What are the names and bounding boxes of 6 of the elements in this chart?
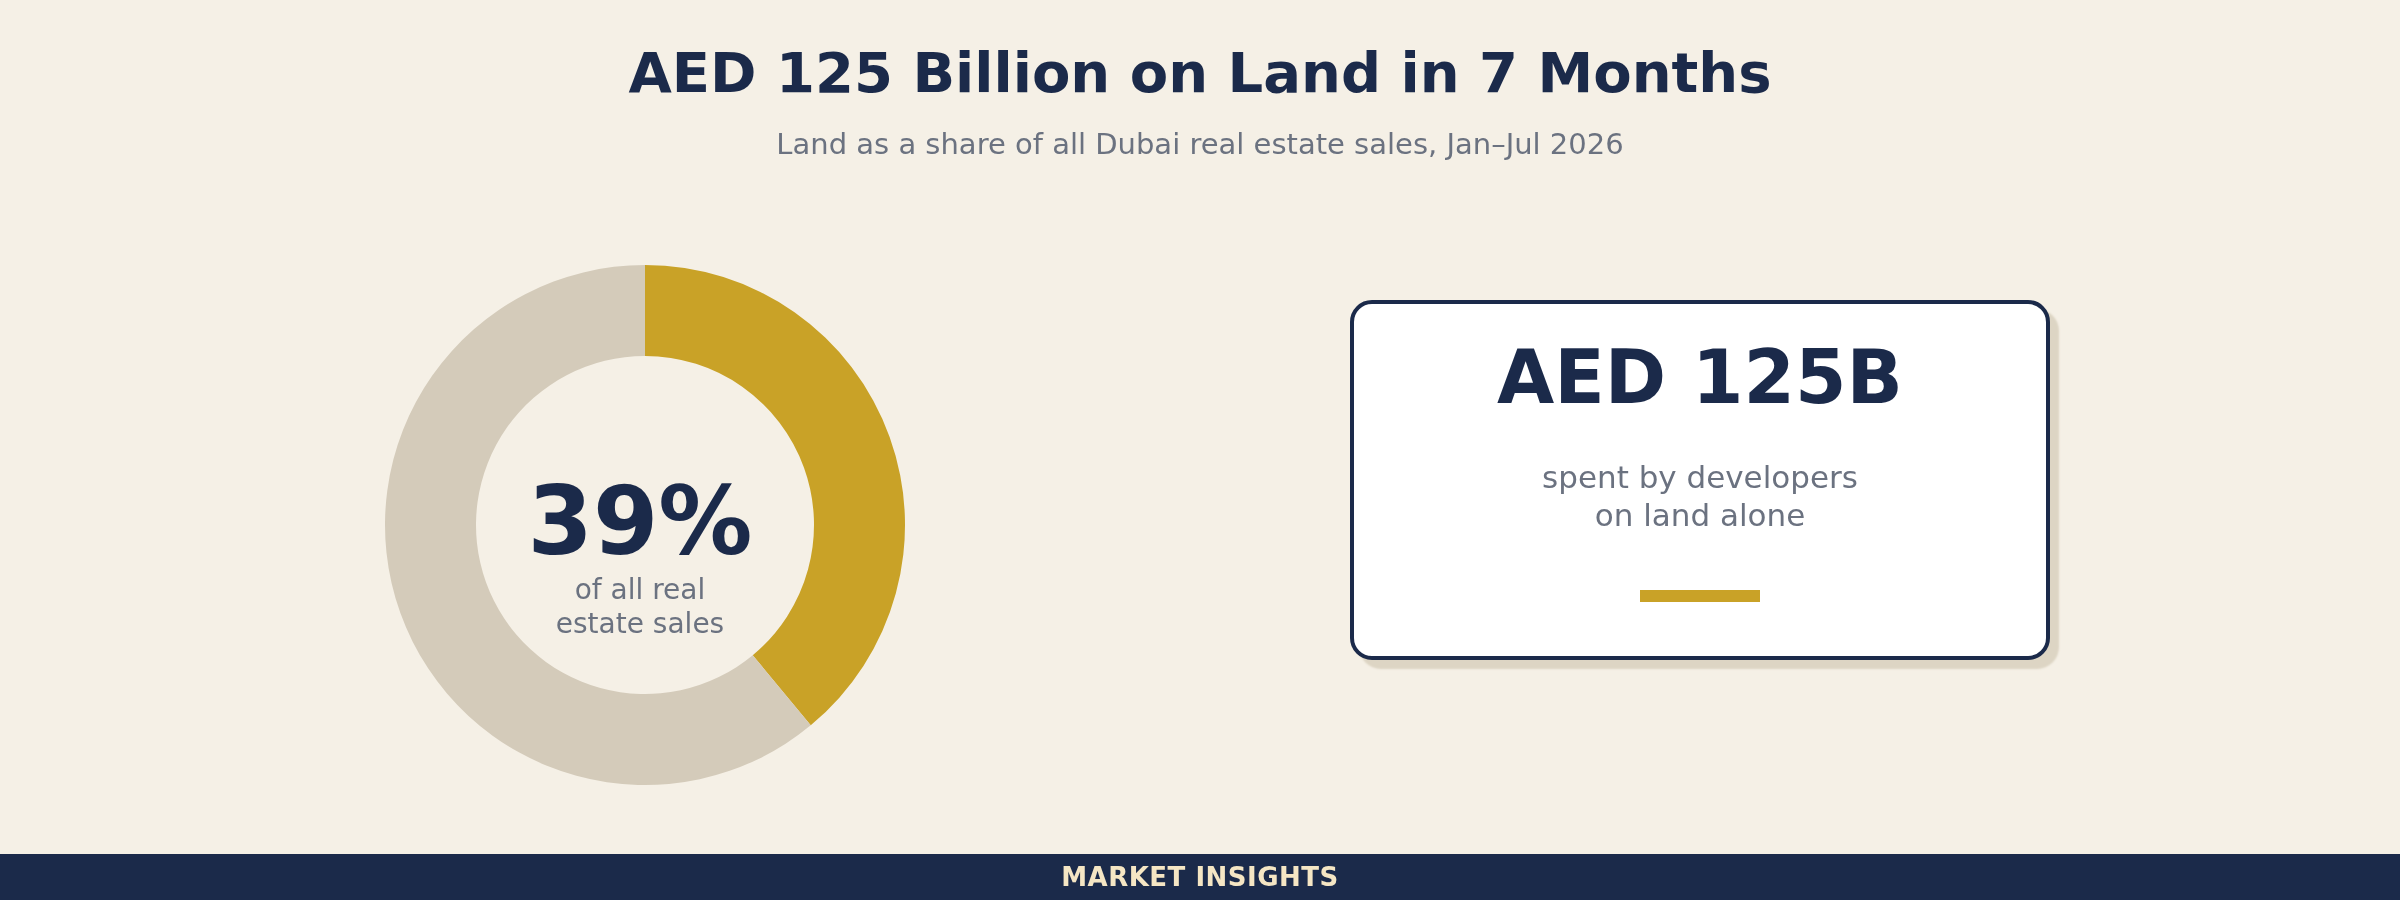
donut-slice <box>385 265 811 785</box>
text: MARKET INSIGHTS <box>1060 861 1340 894</box>
text: AED 125B <box>1496 333 1904 422</box>
text: Land as a share of all Dubai real estate sales, Jan–Jul 2026 <box>775 126 1625 163</box>
text: AED 125 Billion on Land in 7 Months <box>627 39 1773 107</box>
text: spent by developers on land alone <box>1541 458 1859 534</box>
